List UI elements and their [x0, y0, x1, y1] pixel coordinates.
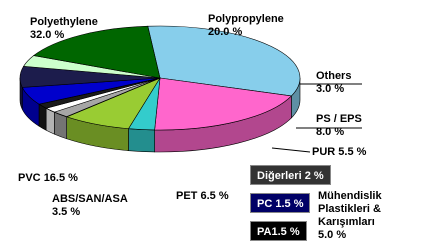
slice-label: PVC 16.5 % — [18, 172, 78, 185]
value-label: 8.0 % — [316, 126, 345, 138]
slice-side-shade — [291, 78, 300, 118]
value-label: 5.0 % — [318, 229, 347, 241]
breakdown-box: PC 1.5 % — [250, 193, 311, 213]
slice-side-shade — [154, 95, 292, 152]
breakdown-category: Diğerleri — [257, 170, 302, 182]
category-label: Mühendislik Plastikleri & Karışımları — [318, 190, 382, 228]
slice-side-shade — [128, 128, 155, 152]
breakdown-box: Diğerleri 2 % — [250, 165, 331, 185]
pie-tops — [19, 25, 301, 131]
value-label: 32.0 % — [30, 29, 65, 41]
breakdown-category: PC — [257, 198, 273, 210]
category-label: Others — [316, 70, 352, 82]
slice-label: Mühendislik Plastikleri & Karışımları 5.… — [318, 190, 413, 242]
slice-side-shade — [22, 87, 40, 127]
breakdown-value: 2 % — [304, 170, 324, 182]
leader-lines — [271, 83, 362, 153]
breakdown-value: 1.5 % — [271, 226, 300, 238]
value-label: 5.5 % — [338, 146, 367, 158]
slice-side-shade — [39, 104, 47, 131]
slice-label: PS / EPS 8.0 % — [316, 113, 362, 139]
slice-label: PET 6.5 % — [176, 190, 229, 203]
slice — [33, 25, 161, 79]
category-label: PUR — [312, 146, 336, 158]
breakdown-box: PA1.5 % — [250, 221, 307, 241]
value-label: 20.0 % — [208, 26, 243, 38]
category-label: PS / EPS — [316, 113, 362, 125]
value-label: 3.0 % — [316, 83, 345, 95]
slice-label: Polyethylene 32.0 % — [30, 16, 98, 42]
slice-side-shade — [54, 112, 67, 139]
value-label: 16.5 % — [43, 172, 78, 184]
slice — [154, 77, 293, 131]
slice-label: ABS/SAN/ASA 3.5 % — [52, 193, 128, 219]
leader-line — [271, 147, 311, 153]
pie-sides — [19, 77, 301, 153]
slice — [147, 25, 301, 97]
slice-side-shade — [66, 116, 129, 151]
slice-label: Others 3.0 % — [316, 70, 351, 96]
value-label: 3.5 % — [52, 206, 81, 218]
value-label: 6.5 % — [200, 190, 229, 202]
slice-label: PUR 5.5 % — [312, 146, 366, 159]
breakdown-value: 1.5 % — [275, 198, 304, 210]
slice-side-shade — [46, 108, 55, 135]
breakdown-category: PA — [257, 226, 272, 238]
category-label: Polypropylene — [208, 13, 284, 25]
category-label: PET — [176, 190, 198, 202]
slice-side-shade — [20, 78, 23, 110]
category-label: PVC — [18, 172, 41, 184]
slice-label: Polypropylene 20.0 % — [208, 13, 284, 39]
category-label: ABS/SAN/ASA — [52, 193, 128, 205]
category-label: Polyethylene — [30, 16, 98, 28]
